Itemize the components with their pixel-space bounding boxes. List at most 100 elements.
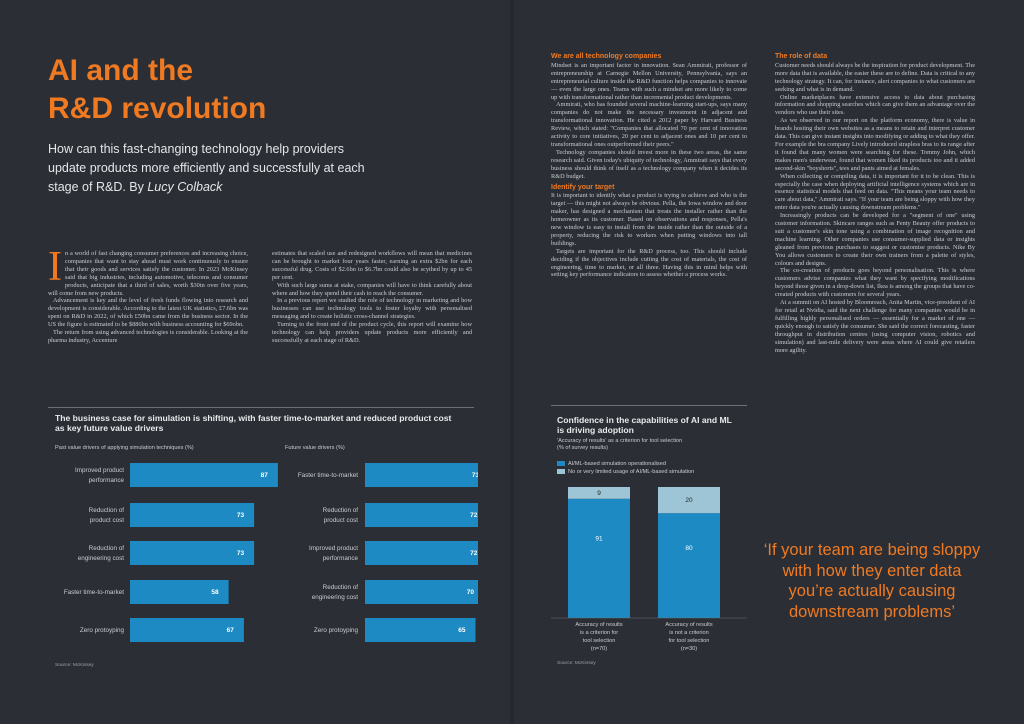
body-column-3: We are all technology companies Mindset … <box>551 50 747 279</box>
chart1-bar <box>130 618 244 642</box>
chart1-category-label: Zero protoyping <box>314 627 359 634</box>
legend-item-limited-usage: No or very limited usage of AI/ML-based … <box>557 468 694 476</box>
chart1-category-label: product cost <box>90 517 125 524</box>
chart1-bar <box>130 541 255 565</box>
body-paragraph: Technology companies should invest more … <box>551 149 747 181</box>
chart1-value-label: 73 <box>237 550 245 557</box>
section-heading-identify-target: Identify your target <box>551 183 615 191</box>
headline-line2: R&D revolution <box>48 92 267 125</box>
chart1-value-label: 58 <box>211 589 219 596</box>
chart1-value-label: 70 <box>467 589 475 596</box>
chart2-category-label: is not a criterion <box>669 630 708 636</box>
chart1-value-label: 73 <box>237 512 245 519</box>
section-identify-target: It is important to identify what a produ… <box>551 192 747 279</box>
chart1-top-rule <box>48 407 474 408</box>
legend-swatch-dark <box>557 461 565 467</box>
chart1-category-label: Reduction of <box>323 507 359 514</box>
chart2-bar-segment <box>658 487 720 514</box>
chart1-value-label: 72 <box>470 550 478 557</box>
chart1-bar <box>130 503 255 527</box>
chart1-category-label: Zero protoyping <box>80 627 125 634</box>
paragraph-text: In a previous report we studied the role… <box>272 297 472 321</box>
chart2-bars: 91 9 Accuracy of results is a criterion for… <box>551 487 747 652</box>
paragraph-text: Online marketplaces have extensive acces… <box>775 93 975 117</box>
chart1-category-label: Improved product <box>75 467 124 474</box>
chart2-category-label: (n=30) <box>681 646 697 652</box>
paragraph-text: Advancement is key and the level of fres… <box>48 297 248 329</box>
chart2-category-label: is a criterion for <box>580 630 618 636</box>
body-paragraph: Increasingly products can be developed f… <box>775 212 975 267</box>
chart2-subtitle-line1: 'Accuracy of results' as a criterion for… <box>557 438 683 444</box>
chart1-source: Source: McKinsey <box>55 663 94 668</box>
paragraph-text: At a summit on AI hosted by Bloomreach, … <box>775 299 975 354</box>
paragraph-text: Targets are important for the R&D proces… <box>551 247 747 279</box>
chart1-bar <box>365 463 478 487</box>
body-column-4: The role of data Customer needs should a… <box>775 50 975 354</box>
legend-swatch-light <box>557 469 565 475</box>
body-column-2: estimates that scaled use and redesigned… <box>272 250 472 345</box>
chart1-category-label: engineering cost <box>78 555 124 562</box>
paragraph-text: Turning to the front end of the product … <box>272 321 472 344</box>
body-paragraph: Online marketplaces have extensive acces… <box>775 94 975 118</box>
paragraph-text: n a world of fast changing consumer pref… <box>48 250 248 297</box>
chart1-value-label: 73 <box>472 472 478 479</box>
chart2-category-label: tool selection <box>583 638 616 644</box>
chart2-title: Confidence in the capabilities of AI and… <box>557 415 732 435</box>
paragraph-text: Technology companies should invest more … <box>551 148 747 180</box>
paragraph-text: Increasingly products can be developed f… <box>775 212 975 267</box>
headline: AI and the R&D revolution <box>48 52 308 128</box>
paragraph-text: When collecting or compiling data, it is… <box>775 172 975 212</box>
chart2-source: Source: McKinsey <box>557 661 596 666</box>
paragraph-text: The return from using advanced technolog… <box>48 329 248 344</box>
chart1-bar <box>365 618 476 642</box>
chart1-bar <box>365 541 478 565</box>
chart2-top-rule <box>551 405 747 406</box>
body-paragraph: It is important to identify what a produ… <box>551 192 747 247</box>
chart2-value-label: 80 <box>685 545 693 552</box>
section-heading-technology-companies: We are all technology companies <box>551 53 662 60</box>
paragraph-text: Customer needs should always be the insp… <box>775 61 975 93</box>
chart2-value-label: 91 <box>595 536 603 543</box>
chart1-panel1-subtitle: Past value drivers of applying simulatio… <box>55 445 194 451</box>
chart2-bar-segment <box>568 498 630 618</box>
section-heading-role-of-data: The role of data <box>775 53 828 60</box>
chart2-category-label: Accuracy of results <box>575 622 622 628</box>
chart1-category-label: Faster time-to-market <box>64 589 124 596</box>
chart2-category-label: for tool selection <box>669 638 710 644</box>
chart2-category-label: (n=70) <box>591 646 607 652</box>
paragraph-text: The co-creation of products goes beyond … <box>775 267 975 299</box>
paragraph-text: With such large sums at stake, companies… <box>272 281 472 297</box>
body-paragraph: In a previous report we studied the role… <box>272 297 472 321</box>
chart1-panel2-subtitle: Future value drivers (%) <box>285 445 345 451</box>
legend-label-limited-usage: No or very limited usage of AI/ML-based … <box>568 469 695 475</box>
standfirst: How can this fast-changing technology he… <box>48 140 378 197</box>
chart1-bars: 87 Improved product performance 73 Reduction… <box>64 463 478 642</box>
chart1-value-label: 67 <box>227 627 235 634</box>
body-paragraph: With such large sums at stake, companies… <box>272 282 472 298</box>
body-paragraph: At a summit on AI hosted by Bloomreach, … <box>775 299 975 354</box>
chart2-value-label: 20 <box>685 497 693 504</box>
body-paragraph: Advancement is key and the level of fres… <box>48 297 248 329</box>
chart1-bar <box>365 503 478 527</box>
body-paragraph: Targets are important for the R&D proces… <box>551 248 747 280</box>
body-paragraph: Mindset is an important factor in innova… <box>551 62 747 102</box>
chart2-subtitle: 'Accuracy of results' as a criterion for… <box>557 438 682 452</box>
chart1-category-label: Reduction of <box>89 507 125 514</box>
paragraph-text: Mindset is an important factor in innova… <box>551 61 747 101</box>
paragraph-text: As we observed in our report on the plat… <box>775 117 975 172</box>
chart1-category-label: Reduction of <box>323 584 359 591</box>
body-paragraph: Ammirati, who has founded several machin… <box>551 101 747 148</box>
drop-cap: I <box>48 244 62 290</box>
chart1-bar <box>130 463 278 487</box>
byline-author: Lucy Colback <box>147 180 223 194</box>
chart2-bar-segment <box>568 487 630 499</box>
chart2-subtitle-line2: (% of survey results) <box>557 445 608 451</box>
body-paragraph: Turning to the front end of the product … <box>272 321 472 345</box>
chart1-title: The business case for simulation is shif… <box>55 413 452 433</box>
body-paragraph: Customer needs should always be the insp… <box>775 62 975 94</box>
chart2-legend: AI/ML-based simulation operationalised N… <box>557 460 694 476</box>
section-role-of-data: Customer needs should always be the insp… <box>775 62 975 355</box>
chart1-category-label: performance <box>89 477 125 484</box>
paragraph-text: estimates that scaled use and redesigned… <box>272 250 472 281</box>
